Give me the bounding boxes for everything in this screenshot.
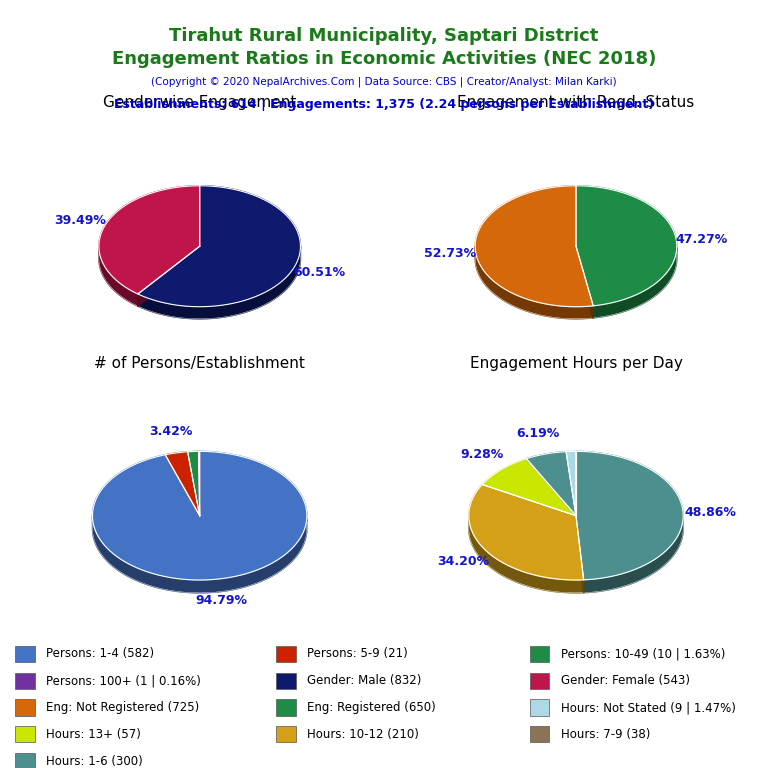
Text: Hours: Not Stated (9 | 1.47%): Hours: Not Stated (9 | 1.47%) — [561, 701, 736, 714]
Polygon shape — [576, 247, 593, 318]
Polygon shape — [576, 186, 677, 306]
Text: Gender: Male (832): Gender: Male (832) — [307, 674, 422, 687]
Text: Persons: 5-9 (21): Persons: 5-9 (21) — [307, 647, 408, 660]
FancyBboxPatch shape — [15, 753, 35, 768]
Polygon shape — [576, 452, 684, 580]
FancyBboxPatch shape — [276, 673, 296, 689]
Text: 3.42%: 3.42% — [149, 425, 192, 439]
Polygon shape — [165, 452, 200, 515]
Polygon shape — [576, 515, 584, 593]
Text: Hours: 1-6 (300): Hours: 1-6 (300) — [46, 755, 143, 768]
Polygon shape — [584, 516, 684, 593]
Title: # of Persons/Establishment: # of Persons/Establishment — [94, 356, 305, 371]
Text: Engagement Ratios in Economic Activities (NEC 2018): Engagement Ratios in Economic Activities… — [112, 50, 656, 68]
Polygon shape — [92, 517, 306, 593]
Polygon shape — [576, 515, 584, 593]
Text: Gender: Female (543): Gender: Female (543) — [561, 674, 690, 687]
Polygon shape — [99, 247, 137, 306]
Polygon shape — [475, 186, 593, 306]
FancyBboxPatch shape — [530, 673, 549, 689]
Text: Tirahut Rural Municipality, Saptari District: Tirahut Rural Municipality, Saptari Dist… — [169, 27, 599, 45]
Text: Hours: 13+ (57): Hours: 13+ (57) — [46, 728, 141, 741]
Title: Engagement with Regd. Status: Engagement with Regd. Status — [458, 95, 694, 110]
Polygon shape — [99, 186, 200, 294]
Text: 48.86%: 48.86% — [684, 506, 736, 519]
Text: Eng: Registered (650): Eng: Registered (650) — [307, 701, 436, 714]
Text: 94.79%: 94.79% — [196, 594, 247, 607]
Text: Establishments: 614 | Engagements: 1,375 (2.24 persons per Establishment): Establishments: 614 | Engagements: 1,375… — [114, 98, 654, 111]
Polygon shape — [566, 452, 576, 515]
FancyBboxPatch shape — [15, 727, 35, 743]
FancyBboxPatch shape — [530, 727, 549, 743]
Polygon shape — [593, 247, 677, 318]
Polygon shape — [576, 247, 593, 318]
Polygon shape — [137, 247, 200, 306]
Text: 47.27%: 47.27% — [675, 233, 727, 246]
Text: Eng: Not Registered (725): Eng: Not Registered (725) — [46, 701, 200, 714]
Title: Genderwise Engagement: Genderwise Engagement — [103, 95, 296, 110]
Text: 52.73%: 52.73% — [425, 247, 476, 260]
Text: Persons: 10-49 (10 | 1.63%): Persons: 10-49 (10 | 1.63%) — [561, 647, 725, 660]
FancyBboxPatch shape — [15, 646, 35, 662]
Text: 6.19%: 6.19% — [516, 427, 560, 440]
Polygon shape — [468, 485, 584, 580]
FancyBboxPatch shape — [15, 700, 35, 716]
Text: (Copyright © 2020 NepalArchives.Com | Data Source: CBS | Creator/Analyst: Milan : (Copyright © 2020 NepalArchives.Com | Da… — [151, 77, 617, 88]
Text: Persons: 100+ (1 | 0.16%): Persons: 100+ (1 | 0.16%) — [46, 674, 201, 687]
Text: 39.49%: 39.49% — [55, 214, 107, 227]
Text: Persons: 1-4 (582): Persons: 1-4 (582) — [46, 647, 154, 660]
FancyBboxPatch shape — [15, 673, 35, 689]
Text: 34.20%: 34.20% — [437, 555, 489, 568]
FancyBboxPatch shape — [276, 646, 296, 662]
Polygon shape — [137, 247, 300, 319]
Polygon shape — [526, 452, 576, 515]
Polygon shape — [137, 186, 300, 306]
Polygon shape — [482, 458, 576, 515]
Polygon shape — [92, 452, 307, 580]
Polygon shape — [475, 247, 593, 319]
FancyBboxPatch shape — [276, 727, 296, 743]
FancyBboxPatch shape — [530, 646, 549, 662]
FancyBboxPatch shape — [530, 700, 549, 716]
Title: Engagement Hours per Day: Engagement Hours per Day — [469, 356, 683, 371]
Text: 9.28%: 9.28% — [461, 448, 504, 461]
Text: 60.51%: 60.51% — [293, 266, 345, 279]
Polygon shape — [468, 517, 584, 593]
FancyBboxPatch shape — [276, 700, 296, 716]
Polygon shape — [187, 452, 200, 515]
Polygon shape — [137, 247, 200, 306]
Polygon shape — [199, 452, 200, 515]
Text: Hours: 10-12 (210): Hours: 10-12 (210) — [307, 728, 419, 741]
Text: Hours: 7-9 (38): Hours: 7-9 (38) — [561, 728, 650, 741]
